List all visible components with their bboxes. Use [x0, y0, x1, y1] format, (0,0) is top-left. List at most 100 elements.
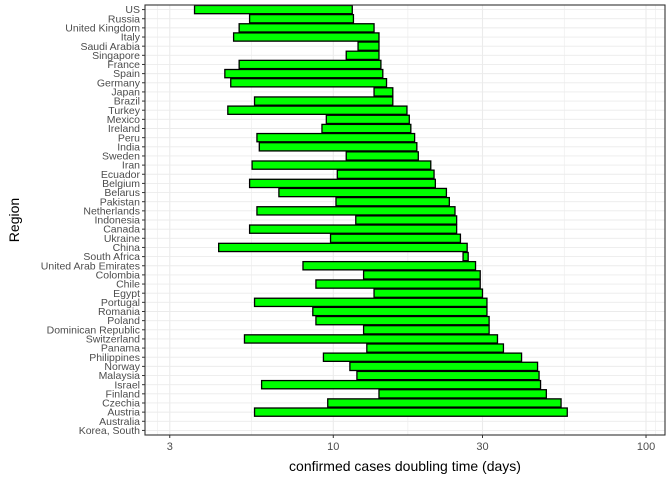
- y-tick-label: Austria: [107, 407, 140, 419]
- bar: [248, 178, 436, 189]
- y-tick-label: Malaysia: [99, 370, 141, 382]
- y-tick-label: Iran: [122, 160, 140, 172]
- y-tick-label: South Africa: [83, 251, 140, 263]
- y-tick-label: Poland: [107, 315, 140, 327]
- y-tick-label: Switzerland: [86, 334, 140, 346]
- y-tick-label: Ireland: [108, 123, 140, 135]
- bar: [349, 361, 539, 372]
- bar: [315, 279, 481, 289]
- y-tick-label: Ecuador: [101, 169, 141, 181]
- bar: [325, 114, 410, 125]
- bar: [232, 32, 380, 42]
- bar: [378, 389, 547, 399]
- bar: [256, 206, 456, 216]
- y-tick-label: France: [107, 59, 140, 71]
- bar: [322, 352, 523, 363]
- y-tick-label: Korea, South: [79, 425, 140, 437]
- x-axis-title: confirmed cases doubling time (days): [289, 458, 521, 474]
- y-tick-label: Belarus: [104, 187, 140, 199]
- bar: [258, 142, 418, 152]
- y-tick-label: Sweden: [102, 151, 140, 163]
- bar: [336, 169, 435, 180]
- y-tick-label: Pakistan: [100, 196, 140, 208]
- bar: [321, 123, 412, 134]
- bar: [278, 187, 448, 198]
- y-tick-label: Indonesia: [94, 215, 140, 227]
- bar: [253, 407, 568, 417]
- bar: [248, 13, 355, 24]
- y-tick-label: Chile: [116, 279, 140, 291]
- bar: [357, 41, 380, 51]
- y-tick-label: Germany: [97, 77, 141, 89]
- bar: [329, 233, 462, 244]
- y-tick-label: Canada: [103, 224, 140, 236]
- y-tick-label: Peru: [118, 132, 140, 144]
- x-tick-label: 100: [637, 441, 655, 453]
- y-tick-label: Spain: [113, 68, 140, 80]
- bar: [248, 224, 458, 234]
- bar: [462, 251, 469, 262]
- y-tick-label: Egypt: [113, 288, 140, 300]
- bar: [335, 196, 450, 207]
- x-axis: 3 10 30 100: [167, 435, 655, 453]
- y-tick-label: China: [113, 242, 141, 254]
- y-tick-label: Mexico: [107, 114, 140, 126]
- y-tick-label: Finland: [106, 388, 141, 400]
- bar: [315, 315, 490, 326]
- bar: [253, 297, 488, 308]
- bar: [362, 270, 481, 280]
- y-tick-label: Turkey: [108, 105, 140, 117]
- bar: [193, 4, 353, 15]
- bar: [362, 325, 490, 335]
- x-tick-label: 30: [476, 441, 488, 453]
- y-tick-label: India: [117, 141, 140, 153]
- y-tick-label: Dominican Republic: [47, 324, 140, 336]
- bar: [238, 23, 375, 33]
- bar: [345, 151, 419, 161]
- bar: [224, 68, 384, 79]
- y-tick-label: Australia: [99, 416, 140, 428]
- bar: [345, 50, 380, 61]
- bar: [302, 260, 477, 271]
- bar: [356, 370, 540, 381]
- bar: [355, 215, 458, 225]
- bar: [312, 306, 488, 317]
- bar: [243, 334, 499, 344]
- bar: [260, 379, 542, 390]
- y-tick-label: Romania: [98, 306, 140, 318]
- y-tick-label: Portugal: [101, 297, 140, 309]
- y-tick-label: Russia: [108, 13, 140, 25]
- y-tick-label: Italy: [121, 32, 141, 44]
- bar: [218, 242, 468, 253]
- y-tick-label: Netherlands: [83, 205, 140, 217]
- y-axis-title: Region: [6, 198, 22, 242]
- bar: [251, 160, 432, 170]
- y-tick-label: Japan: [111, 87, 140, 99]
- y-tick-label: Belgium: [102, 178, 140, 190]
- bar: [227, 105, 408, 115]
- y-tick-label: Ukraine: [104, 233, 140, 245]
- bars-layer: [193, 4, 568, 417]
- x-tick-label: 3: [167, 441, 173, 453]
- y-tick-label: United Arab Emirates: [41, 260, 140, 272]
- x-tick-label: 10: [327, 441, 339, 453]
- y-tick-label: Philippines: [89, 352, 140, 364]
- bar: [327, 398, 562, 408]
- y-tick-label: Czechia: [102, 398, 140, 410]
- y-tick-label: Norway: [104, 361, 140, 373]
- bar: [373, 288, 484, 298]
- y-tick-label: Israel: [114, 379, 140, 391]
- y-tick-label: Saudi Arabia: [80, 41, 140, 53]
- bar: [253, 96, 394, 106]
- y-tick-label: Panama: [101, 343, 140, 355]
- bar: [373, 87, 394, 97]
- bar: [230, 77, 388, 88]
- y-tick-label: Singapore: [92, 50, 140, 62]
- y-tick-label: United Kingdom: [65, 22, 140, 34]
- bar: [366, 343, 505, 353]
- bar: [256, 132, 416, 143]
- y-tick-label: Brazil: [114, 96, 140, 108]
- bar: [238, 59, 382, 70]
